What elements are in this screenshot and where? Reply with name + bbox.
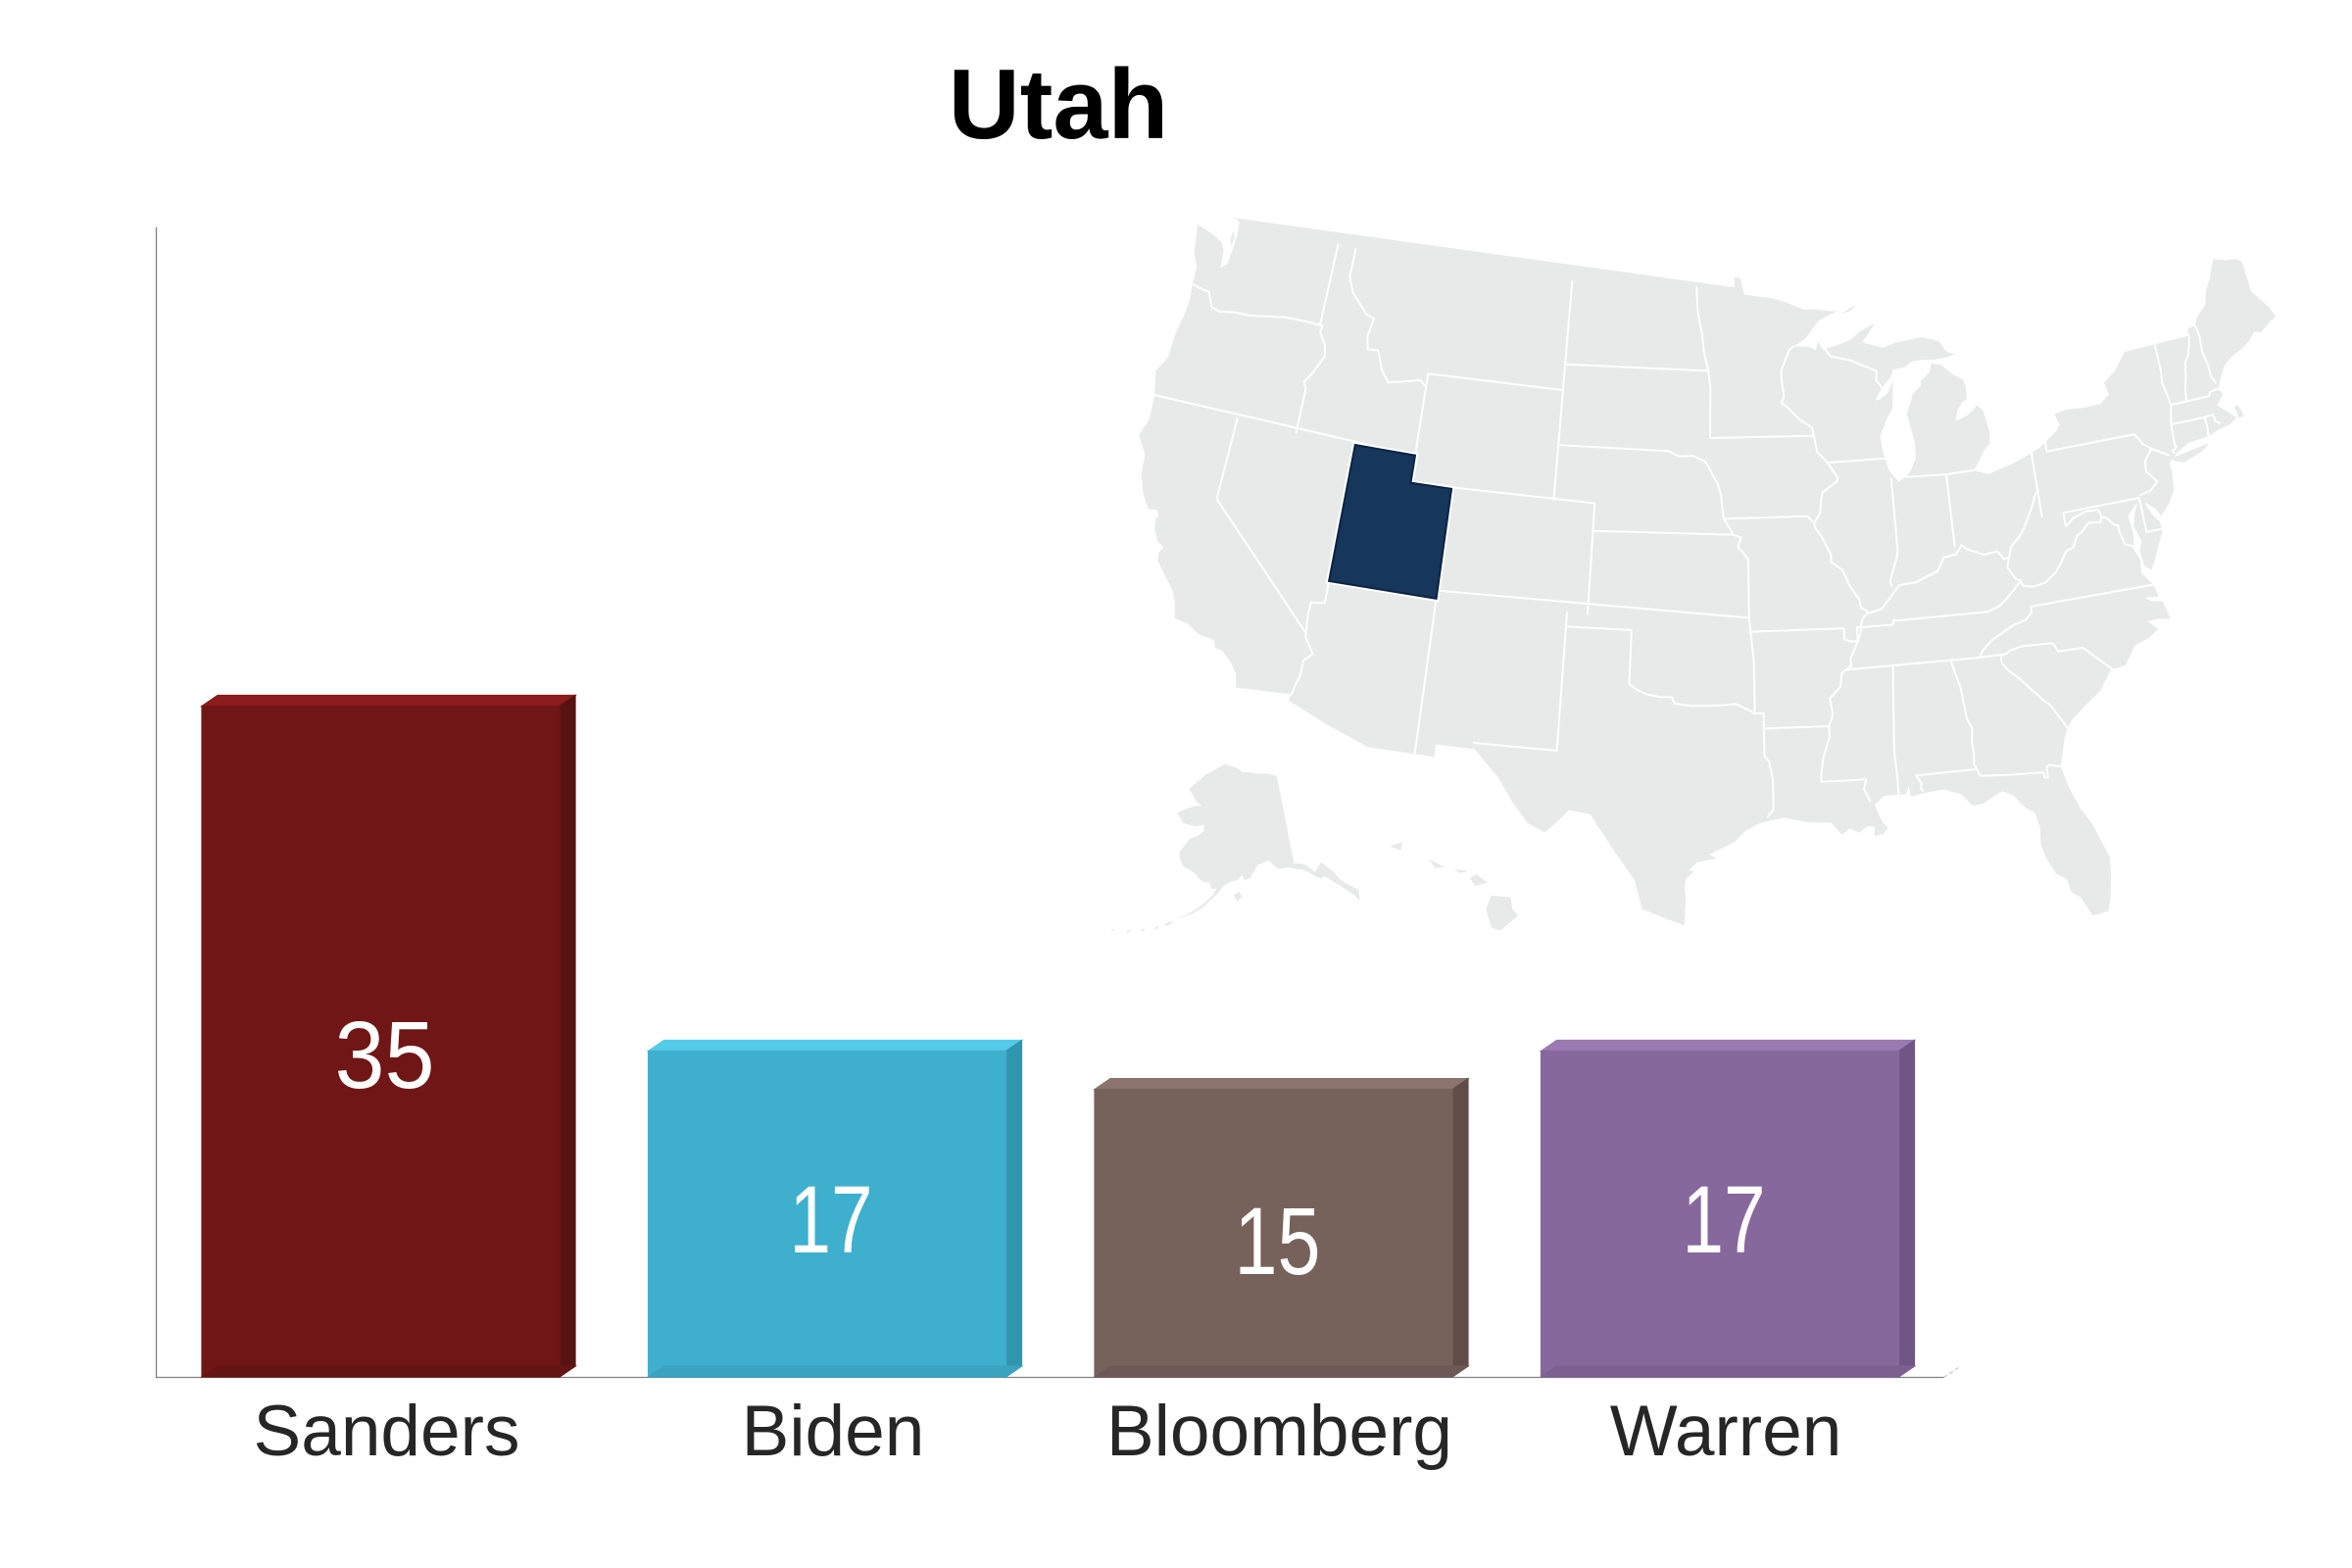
svg-text:17: 17 xyxy=(1683,1166,1766,1273)
svg-text:Sanders: Sanders xyxy=(254,1392,520,1471)
svg-text:17: 17 xyxy=(790,1166,873,1273)
svg-text:Biden: Biden xyxy=(742,1392,925,1471)
svg-text:Warren: Warren xyxy=(1610,1392,1842,1471)
svg-text:35: 35 xyxy=(335,1002,435,1108)
svg-text:Bloomberg: Bloomberg xyxy=(1106,1392,1452,1471)
svg-text:15: 15 xyxy=(1235,1188,1321,1295)
